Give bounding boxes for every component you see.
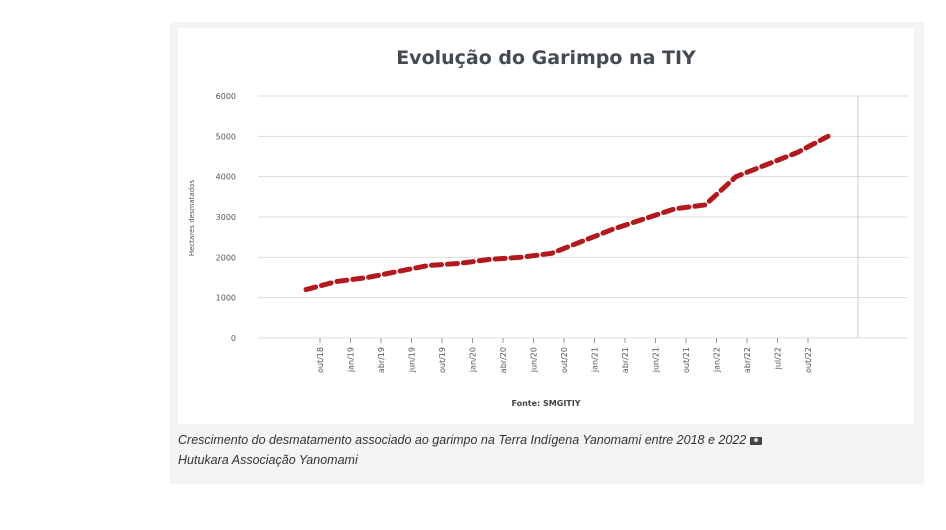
caption: Crescimento do desmatamento associado ao… xyxy=(178,430,918,470)
x-tick-label: out/21 xyxy=(682,347,691,373)
caption-credit: Hutukara Associação Yanomami xyxy=(178,453,358,467)
chart-card: Evolução do Garimpo na TIY 0 1000 2000 3000… xyxy=(178,28,914,424)
caption-text: Crescimento do desmatamento associado ao… xyxy=(178,433,747,447)
x-tick-label: abr/22 xyxy=(743,347,752,373)
x-tick-label: jan/19 xyxy=(347,347,356,373)
source-label: Fonte: SMGITIY xyxy=(511,399,580,408)
chart-title: Evolução do Garimpo na TIY xyxy=(396,47,696,69)
x-tick-label: abr/19 xyxy=(377,347,386,373)
x-tick-label: jan/22 xyxy=(713,347,722,373)
camera-icon xyxy=(750,436,763,445)
y-tick-labels: 0 1000 2000 3000 4000 5000 6000 xyxy=(216,92,236,343)
grid-layer xyxy=(258,95,908,339)
y-tick-label: 3000 xyxy=(216,213,236,222)
x-tick-label: jun/19 xyxy=(408,347,417,373)
y-tick-label: 1000 xyxy=(216,294,236,303)
figure: Evolução do Garimpo na TIY 0 1000 2000 3000… xyxy=(170,22,924,484)
x-tick-labels: out/18 jan/19 abr/19 jun/19 out/19 jan/20 abr/… xyxy=(316,338,813,373)
x-tick-label: abr/20 xyxy=(499,347,508,373)
x-tick-label: out/19 xyxy=(438,347,447,373)
y-axis-label: Hectares desmatados xyxy=(188,180,196,257)
x-tick-label: jan/21 xyxy=(591,347,600,373)
y-tick-label: 0 xyxy=(231,334,236,343)
x-tick-label: jan/20 xyxy=(469,347,478,373)
x-tick-label: abr/21 xyxy=(621,347,630,373)
x-tick-label: out/22 xyxy=(804,347,813,373)
series-layer xyxy=(303,133,831,293)
series-line-0 xyxy=(303,133,831,293)
y-tick-label: 5000 xyxy=(216,132,236,141)
x-tick-label: jul/22 xyxy=(774,347,783,370)
y-tick-label: 4000 xyxy=(216,173,236,182)
x-tick-label: jun/20 xyxy=(530,347,539,373)
x-tick-label: jun/21 xyxy=(652,347,661,373)
x-tick-label: out/18 xyxy=(316,347,325,373)
y-tick-label: 2000 xyxy=(216,253,236,262)
chart: Evolução do Garimpo na TIY 0 1000 2000 3000… xyxy=(188,47,908,408)
y-tick-label: 6000 xyxy=(216,92,236,101)
x-tick-label: out/20 xyxy=(560,347,569,373)
